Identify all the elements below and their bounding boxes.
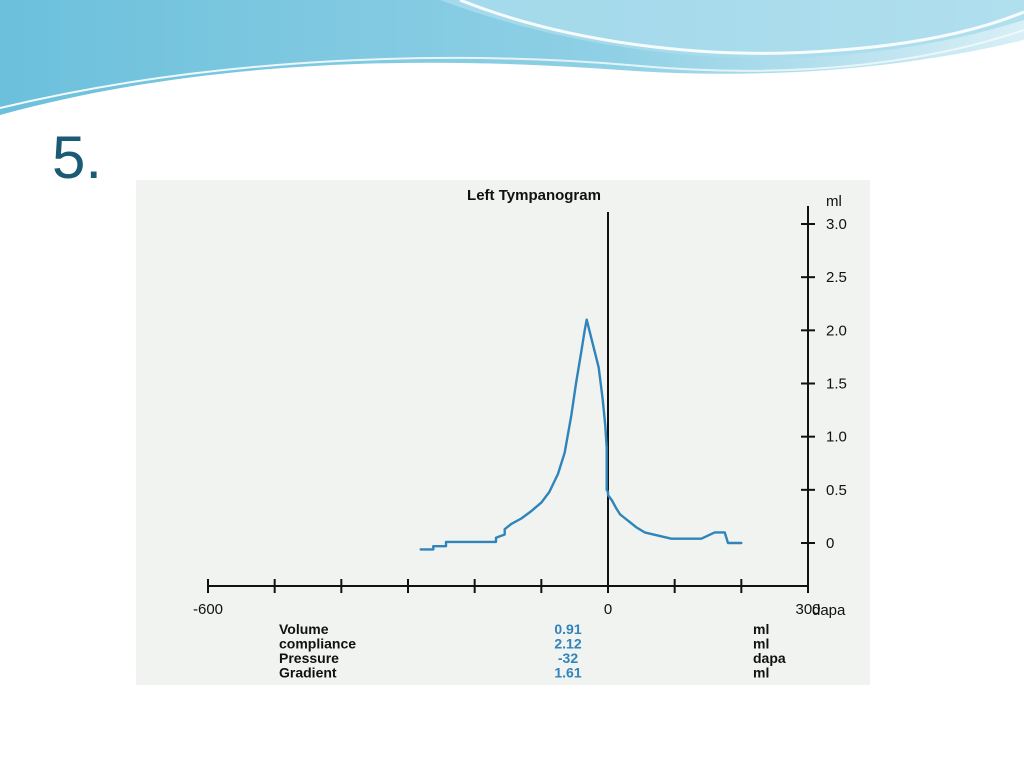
y-tick-label: 1.0 [826, 429, 847, 446]
x-tick-label: 0 [604, 601, 612, 618]
results-label: Volume [279, 621, 329, 637]
x-tick-label: 300 [795, 601, 820, 618]
results-label: Gradient [279, 665, 337, 681]
results-value: 2.12 [554, 636, 581, 652]
results-unit: dapa [753, 650, 786, 666]
y-tick-label: 3.0 [826, 216, 847, 233]
tympanogram-svg: Left Tympanogram ml dapa -600 0 300 0 0.5 1.0… [193, 187, 847, 681]
tympanogram-curve [419, 318, 743, 551]
tympanogram-chart: Left Tympanogram ml dapa -600 0 300 0 0.5 1.0… [136, 180, 870, 685]
results-unit: ml [753, 665, 769, 681]
slide-number: 5. [52, 124, 103, 191]
results-table: Volume 0.91 ml compliance 2.12 ml Pressure -32 d… [279, 621, 786, 681]
axis-ticks: -600 0 300 0 0.5 1.0 1.5 2.0 2.5 3.0 [193, 216, 847, 618]
y-tick-label: 2.0 [826, 322, 847, 339]
results-unit: ml [753, 621, 769, 637]
y-tick-label: 0 [826, 535, 834, 552]
y-tick-label: 1.5 [826, 376, 847, 393]
x-axis-unit-label: dapa [812, 602, 846, 619]
results-value: -32 [558, 650, 578, 666]
results-label: Pressure [279, 650, 339, 666]
series-group [419, 318, 743, 551]
results-label: compliance [279, 636, 356, 652]
y-tick-label: 2.5 [826, 269, 847, 286]
header-banner [0, 0, 1024, 119]
x-tick-label: -600 [193, 601, 223, 618]
axes [208, 206, 809, 587]
y-tick-label: 0.5 [826, 482, 847, 499]
y-axis-unit-label: ml [826, 193, 842, 210]
results-value: 1.61 [554, 665, 581, 681]
results-value: 0.91 [554, 621, 581, 637]
chart-title: Left Tympanogram [467, 187, 601, 204]
results-unit: ml [753, 636, 769, 652]
